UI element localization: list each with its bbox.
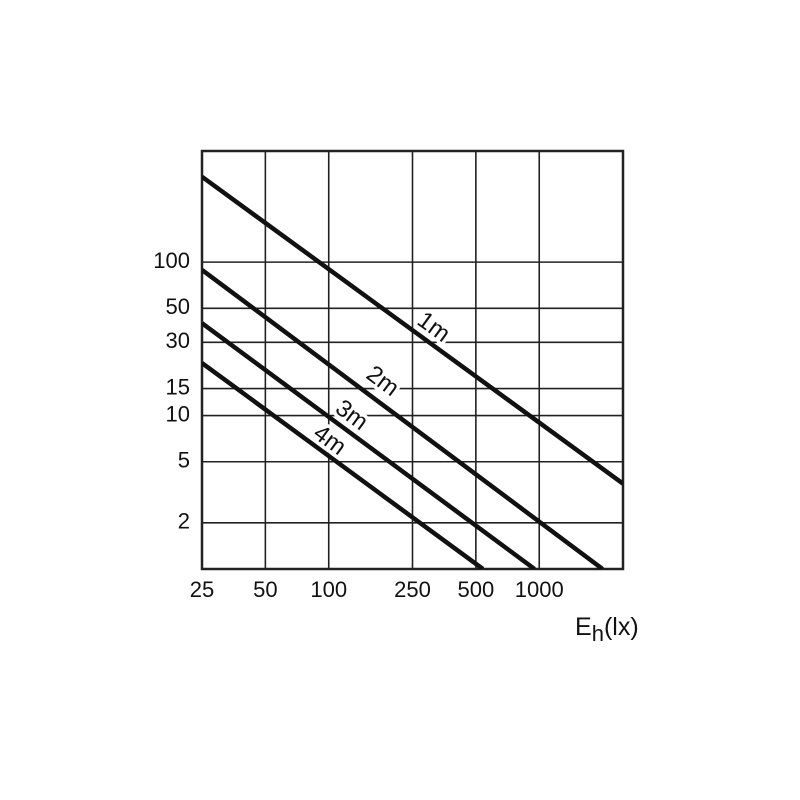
y-tick-label: 30 <box>166 328 190 353</box>
y-tick-label: 50 <box>166 294 190 319</box>
x-tick-label: 100 <box>310 577 347 602</box>
x-tick-label: 1000 <box>515 577 564 602</box>
y-tick-label: 5 <box>178 448 190 473</box>
line-series <box>202 321 536 569</box>
plot-frame <box>200 149 625 571</box>
x-tick-label: 250 <box>394 577 431 602</box>
y-tick-label: 100 <box>153 248 190 273</box>
x-label-main: E <box>575 613 592 641</box>
x-label-sub: h <box>592 621 604 646</box>
x-tick-label: 50 <box>253 577 277 602</box>
x-label-unit: (lx) <box>604 613 639 641</box>
line-series <box>202 268 604 569</box>
line-series <box>202 361 485 569</box>
line-series <box>202 174 623 486</box>
y-tick-label: 10 <box>166 401 190 426</box>
x-tick-label: 25 <box>190 577 214 602</box>
x-tick-label: 500 <box>458 577 495 602</box>
y-tick-label: 2 <box>178 509 190 534</box>
y-tick-label: 15 <box>166 374 190 399</box>
x-axis-label: Eh(lx) <box>575 613 639 646</box>
